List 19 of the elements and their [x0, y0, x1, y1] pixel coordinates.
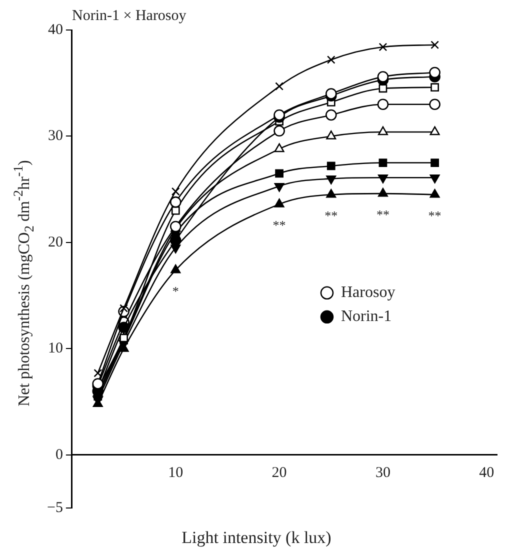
legend-label: Harosoy [340, 284, 396, 302]
y-tick-label: −5 [46, 500, 63, 516]
x-axis-title: Light intensity (k lux) [180, 528, 332, 548]
y-tick-label: 10 [48, 340, 63, 357]
annotation: ** [428, 208, 442, 224]
y-tick-label: 20 [48, 234, 63, 250]
x-tick-label: 40 [479, 464, 494, 481]
x-tick-label: 20 [272, 464, 287, 481]
chart-title: Norin-1 × Harosoy [72, 8, 186, 25]
annotation: ** [324, 208, 338, 224]
annotation: * [172, 283, 179, 298]
x-tick-label: 30 [375, 464, 390, 481]
annotation: ** [272, 218, 286, 233]
annotation: ** [376, 207, 390, 222]
y-tick-label: 0 [55, 446, 63, 463]
x-tick-label: 10 [168, 464, 184, 481]
y-tick-label: 30 [48, 128, 63, 144]
legend-label: Norin-1 [340, 308, 392, 326]
y-tick-label: 40 [48, 22, 63, 38]
